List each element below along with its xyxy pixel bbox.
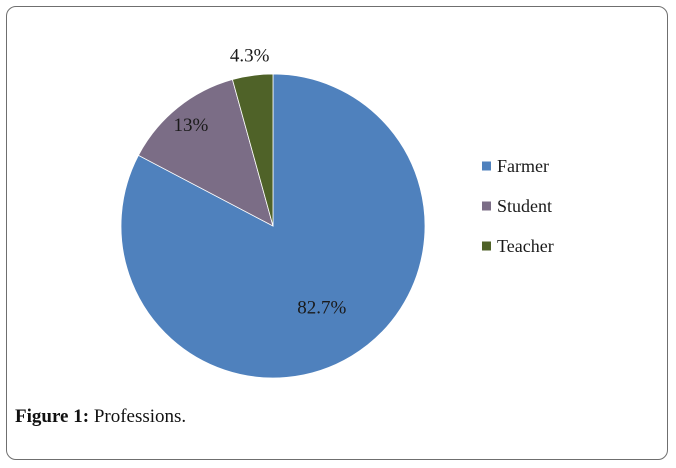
pie-slice-teacher: [231, 73, 274, 227]
pie-slice-farmer: [120, 73, 426, 379]
legend-label-student: Student: [497, 196, 552, 216]
data-label-farmer: 82.7%: [297, 298, 346, 319]
caption-prefix: Figure 1:: [15, 406, 90, 427]
legend-label-teacher: Teacher: [497, 236, 554, 256]
data-label-student: 13%: [174, 115, 209, 136]
legend-label-farmer: Farmer: [497, 156, 549, 176]
data-label-teacher: 4.3%: [230, 45, 270, 66]
legend-swatch-farmer: [482, 161, 491, 171]
legend: Farmer Student Teacher: [482, 156, 554, 256]
caption-text: Professions.: [89, 406, 187, 427]
legend-swatch-student: [482, 201, 491, 211]
pie-slice-labels: 82.7% 13% 4.3%: [174, 45, 347, 318]
pie-slice-student: [137, 79, 274, 227]
pie-slices: [120, 73, 426, 379]
legend-swatch-teacher: [482, 241, 491, 251]
figure-caption: Figure 1: Professions.: [15, 406, 186, 428]
